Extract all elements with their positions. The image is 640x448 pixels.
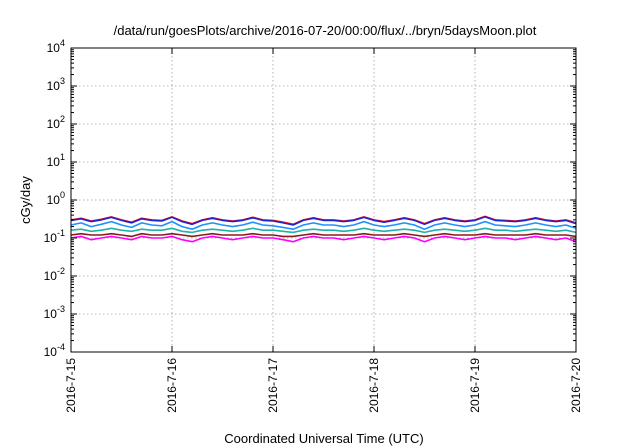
- grid: [71, 48, 576, 352]
- y-tick-label: 10-2: [44, 266, 65, 283]
- y-tick-label: 10-4: [44, 342, 65, 359]
- y-tick-label: 102: [47, 114, 65, 131]
- chart-title: /data/run/goesPlots/archive/2016-07-20/0…: [114, 23, 537, 38]
- x-axis-label: Coordinated Universal Time (UTC): [224, 431, 423, 446]
- y-axis-label: cGy/day: [18, 176, 33, 224]
- series-group: [70, 215, 577, 243]
- x-tick-label: 2016-7-16: [165, 358, 179, 413]
- y-tick-label: 103: [47, 76, 65, 93]
- y-tick-label: 100: [47, 190, 65, 207]
- y-tick-label: 10-1: [44, 228, 65, 245]
- series-line-3: [70, 220, 577, 230]
- x-tick-label: 2016-7-18: [367, 358, 381, 413]
- x-tick-label: 2016-7-20: [569, 358, 583, 413]
- series-line-5: [70, 216, 577, 226]
- x-tick-label: 2016-7-17: [266, 358, 280, 413]
- x-tick-labels: 2016-7-15 2016-7-16 2016-7-17 2016-7-18 2016…: [64, 358, 583, 413]
- series-line-2: [70, 227, 577, 234]
- series-line-0: [70, 235, 577, 243]
- y-tick-label: 104: [47, 38, 65, 55]
- series-line-1: [70, 232, 577, 238]
- x-tick-label: 2016-7-19: [468, 358, 482, 413]
- y-tick-labels: 10-4 10-3 10-2 10-1 100 101 102 103 104: [44, 38, 65, 359]
- x-tick-label: 2016-7-15: [64, 358, 78, 413]
- y-tick-label: 10-3: [44, 304, 65, 321]
- y-tick-label: 101: [47, 152, 65, 169]
- axis-ticks: [70, 47, 577, 353]
